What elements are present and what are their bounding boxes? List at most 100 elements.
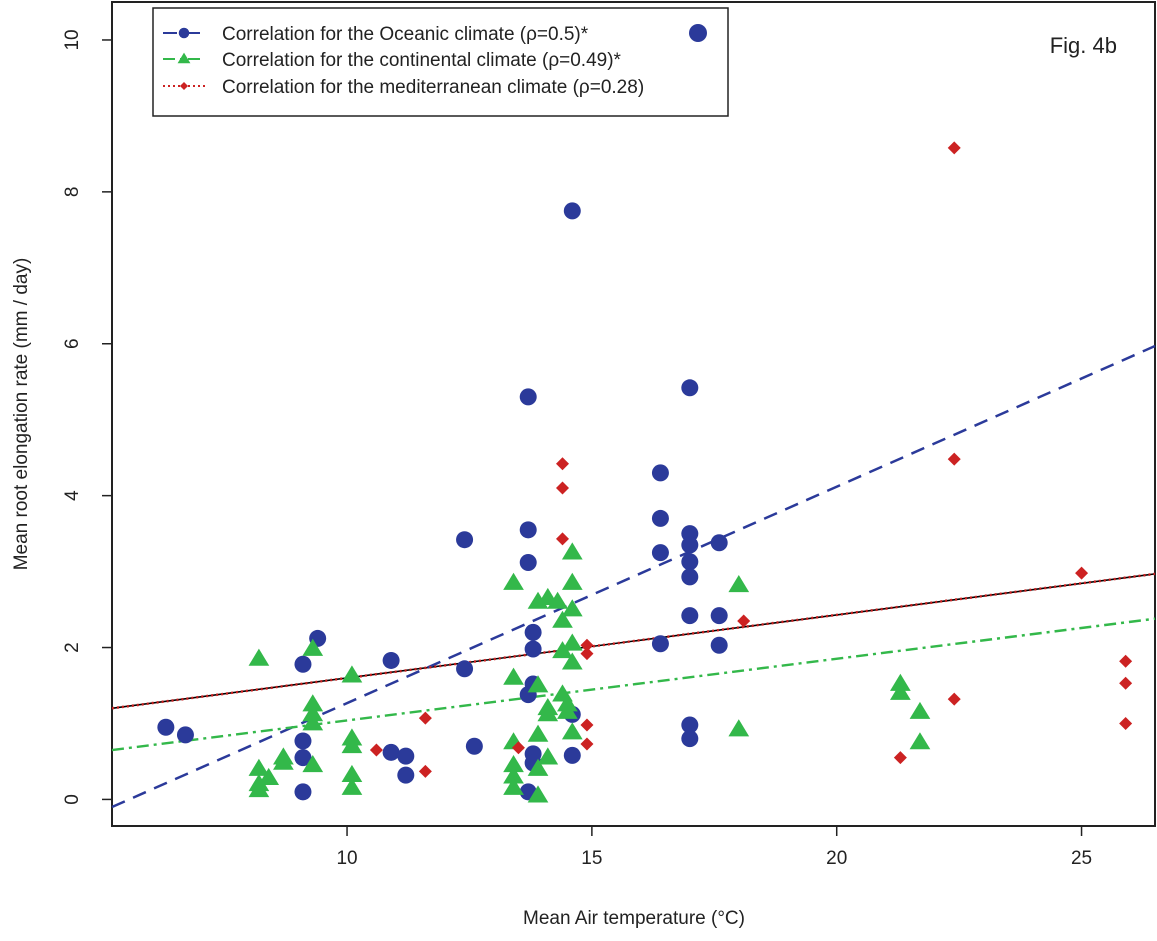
continental-point [890, 673, 911, 691]
x-tick-label: 25 [1071, 848, 1092, 869]
mediterranean-point [369, 743, 383, 757]
oceanic-point [519, 388, 537, 406]
legend-label-mediterranean: Correlation for the mediterranean climat… [222, 77, 644, 98]
continental-point [552, 641, 573, 659]
legend-label-continental: Correlation for the continental climate … [222, 50, 622, 71]
y-tick-label: 4 [62, 490, 83, 501]
legend-marker-continental [177, 52, 191, 64]
oceanic-point [465, 737, 483, 755]
oceanic-point [294, 749, 312, 767]
continental-point [503, 572, 524, 590]
continental-point [557, 701, 578, 719]
oceanic-point [681, 716, 699, 734]
oceanic-point [294, 783, 312, 801]
oceanic-point [524, 623, 542, 641]
x-tick-label: 15 [581, 848, 602, 869]
continental-point [503, 766, 524, 784]
oceanic-point [681, 730, 699, 748]
continental-point [561, 652, 583, 670]
legend-label-oceanic: Correlation for the Oceanic climate (ρ=0… [222, 24, 589, 45]
oceanic-point [456, 531, 474, 549]
x-tick-label: 20 [826, 848, 847, 869]
oceanic-point [397, 747, 415, 765]
legend-marker-mediterranean [179, 81, 189, 91]
oceanic-point [294, 655, 312, 673]
oceanic-point [651, 509, 669, 527]
oceanic-point [710, 534, 728, 552]
mediterranean-point [511, 741, 525, 755]
continental-point [728, 574, 750, 593]
oceanic-point [651, 464, 669, 482]
continental-point [561, 633, 583, 651]
mediterranean-trend-line [111, 572, 1156, 710]
mediterranean-point [737, 614, 751, 628]
oceanic-point [157, 718, 175, 736]
figure-label: Fig. 4b [1050, 33, 1117, 58]
continental-point [248, 758, 270, 776]
continental-point [302, 694, 324, 712]
mediterranean-point [947, 141, 961, 155]
mediterranean-point [555, 481, 569, 495]
x-tick-label: 10 [336, 848, 357, 869]
oceanic-point [519, 553, 537, 571]
oceanic-point [519, 521, 537, 539]
continental-point [302, 754, 324, 773]
continental-point [547, 591, 568, 609]
y-tick-label: 8 [62, 187, 83, 198]
oceanic-point [294, 732, 312, 750]
y-tick-label: 6 [62, 338, 83, 349]
continental-point [537, 704, 559, 722]
mediterranean-point [947, 452, 961, 466]
continental-point [561, 722, 583, 740]
mediterranean-point [1119, 654, 1133, 668]
mediterranean-point [555, 457, 569, 471]
oceanic-trend-line [111, 344, 1156, 809]
continental-point [503, 754, 524, 773]
continental-point [561, 572, 583, 590]
mediterranean-point [580, 737, 594, 751]
oceanic-point [382, 743, 400, 761]
continental-point [341, 764, 363, 782]
mediterranean-point [555, 532, 569, 546]
mediterranean-point [418, 711, 432, 725]
continental-point [273, 752, 294, 770]
continental-series [248, 542, 931, 803]
mediterranean-point [1075, 566, 1089, 580]
mediterranean-series [369, 141, 1133, 778]
continental-point [258, 767, 280, 785]
oceanic-point [651, 544, 669, 562]
x-axis-label: Mean Air temperature (°C) [523, 908, 745, 929]
continental-point [341, 735, 363, 754]
mediterranean-point [580, 718, 594, 732]
continental-point [909, 732, 931, 750]
continental-point [248, 780, 270, 798]
oceanic-point [681, 553, 699, 571]
legend: Correlation for the Oceanic climate (ρ=0… [152, 7, 729, 117]
mediterranean-point [947, 692, 961, 706]
oceanic-point [524, 640, 542, 658]
continental-point [728, 719, 750, 737]
continental-point [909, 701, 931, 719]
continental-point [890, 682, 911, 700]
oceanic-point [176, 726, 194, 744]
oceanic-series [157, 202, 728, 801]
y-axis-label: Mean root elongation rate (mm / day) [11, 258, 32, 571]
continental-point [561, 599, 583, 617]
y-tick-label: 0 [62, 794, 83, 805]
continental-point [302, 638, 324, 656]
oceanic-point [681, 536, 699, 554]
oceanic-point [563, 746, 581, 764]
oceanic-point [563, 202, 581, 220]
data-points [157, 141, 1133, 803]
continental-point [248, 648, 270, 666]
continental-point [552, 610, 573, 628]
oceanic-point [397, 766, 415, 784]
mediterranean-point [1119, 716, 1133, 730]
mediterranean-point [418, 764, 432, 778]
continental-point [503, 667, 524, 685]
oceanic-point [681, 607, 699, 625]
trend-lines [111, 344, 1156, 809]
continental-point [527, 675, 549, 693]
y-axis: 0 2 4 6 8 10 [62, 29, 112, 805]
